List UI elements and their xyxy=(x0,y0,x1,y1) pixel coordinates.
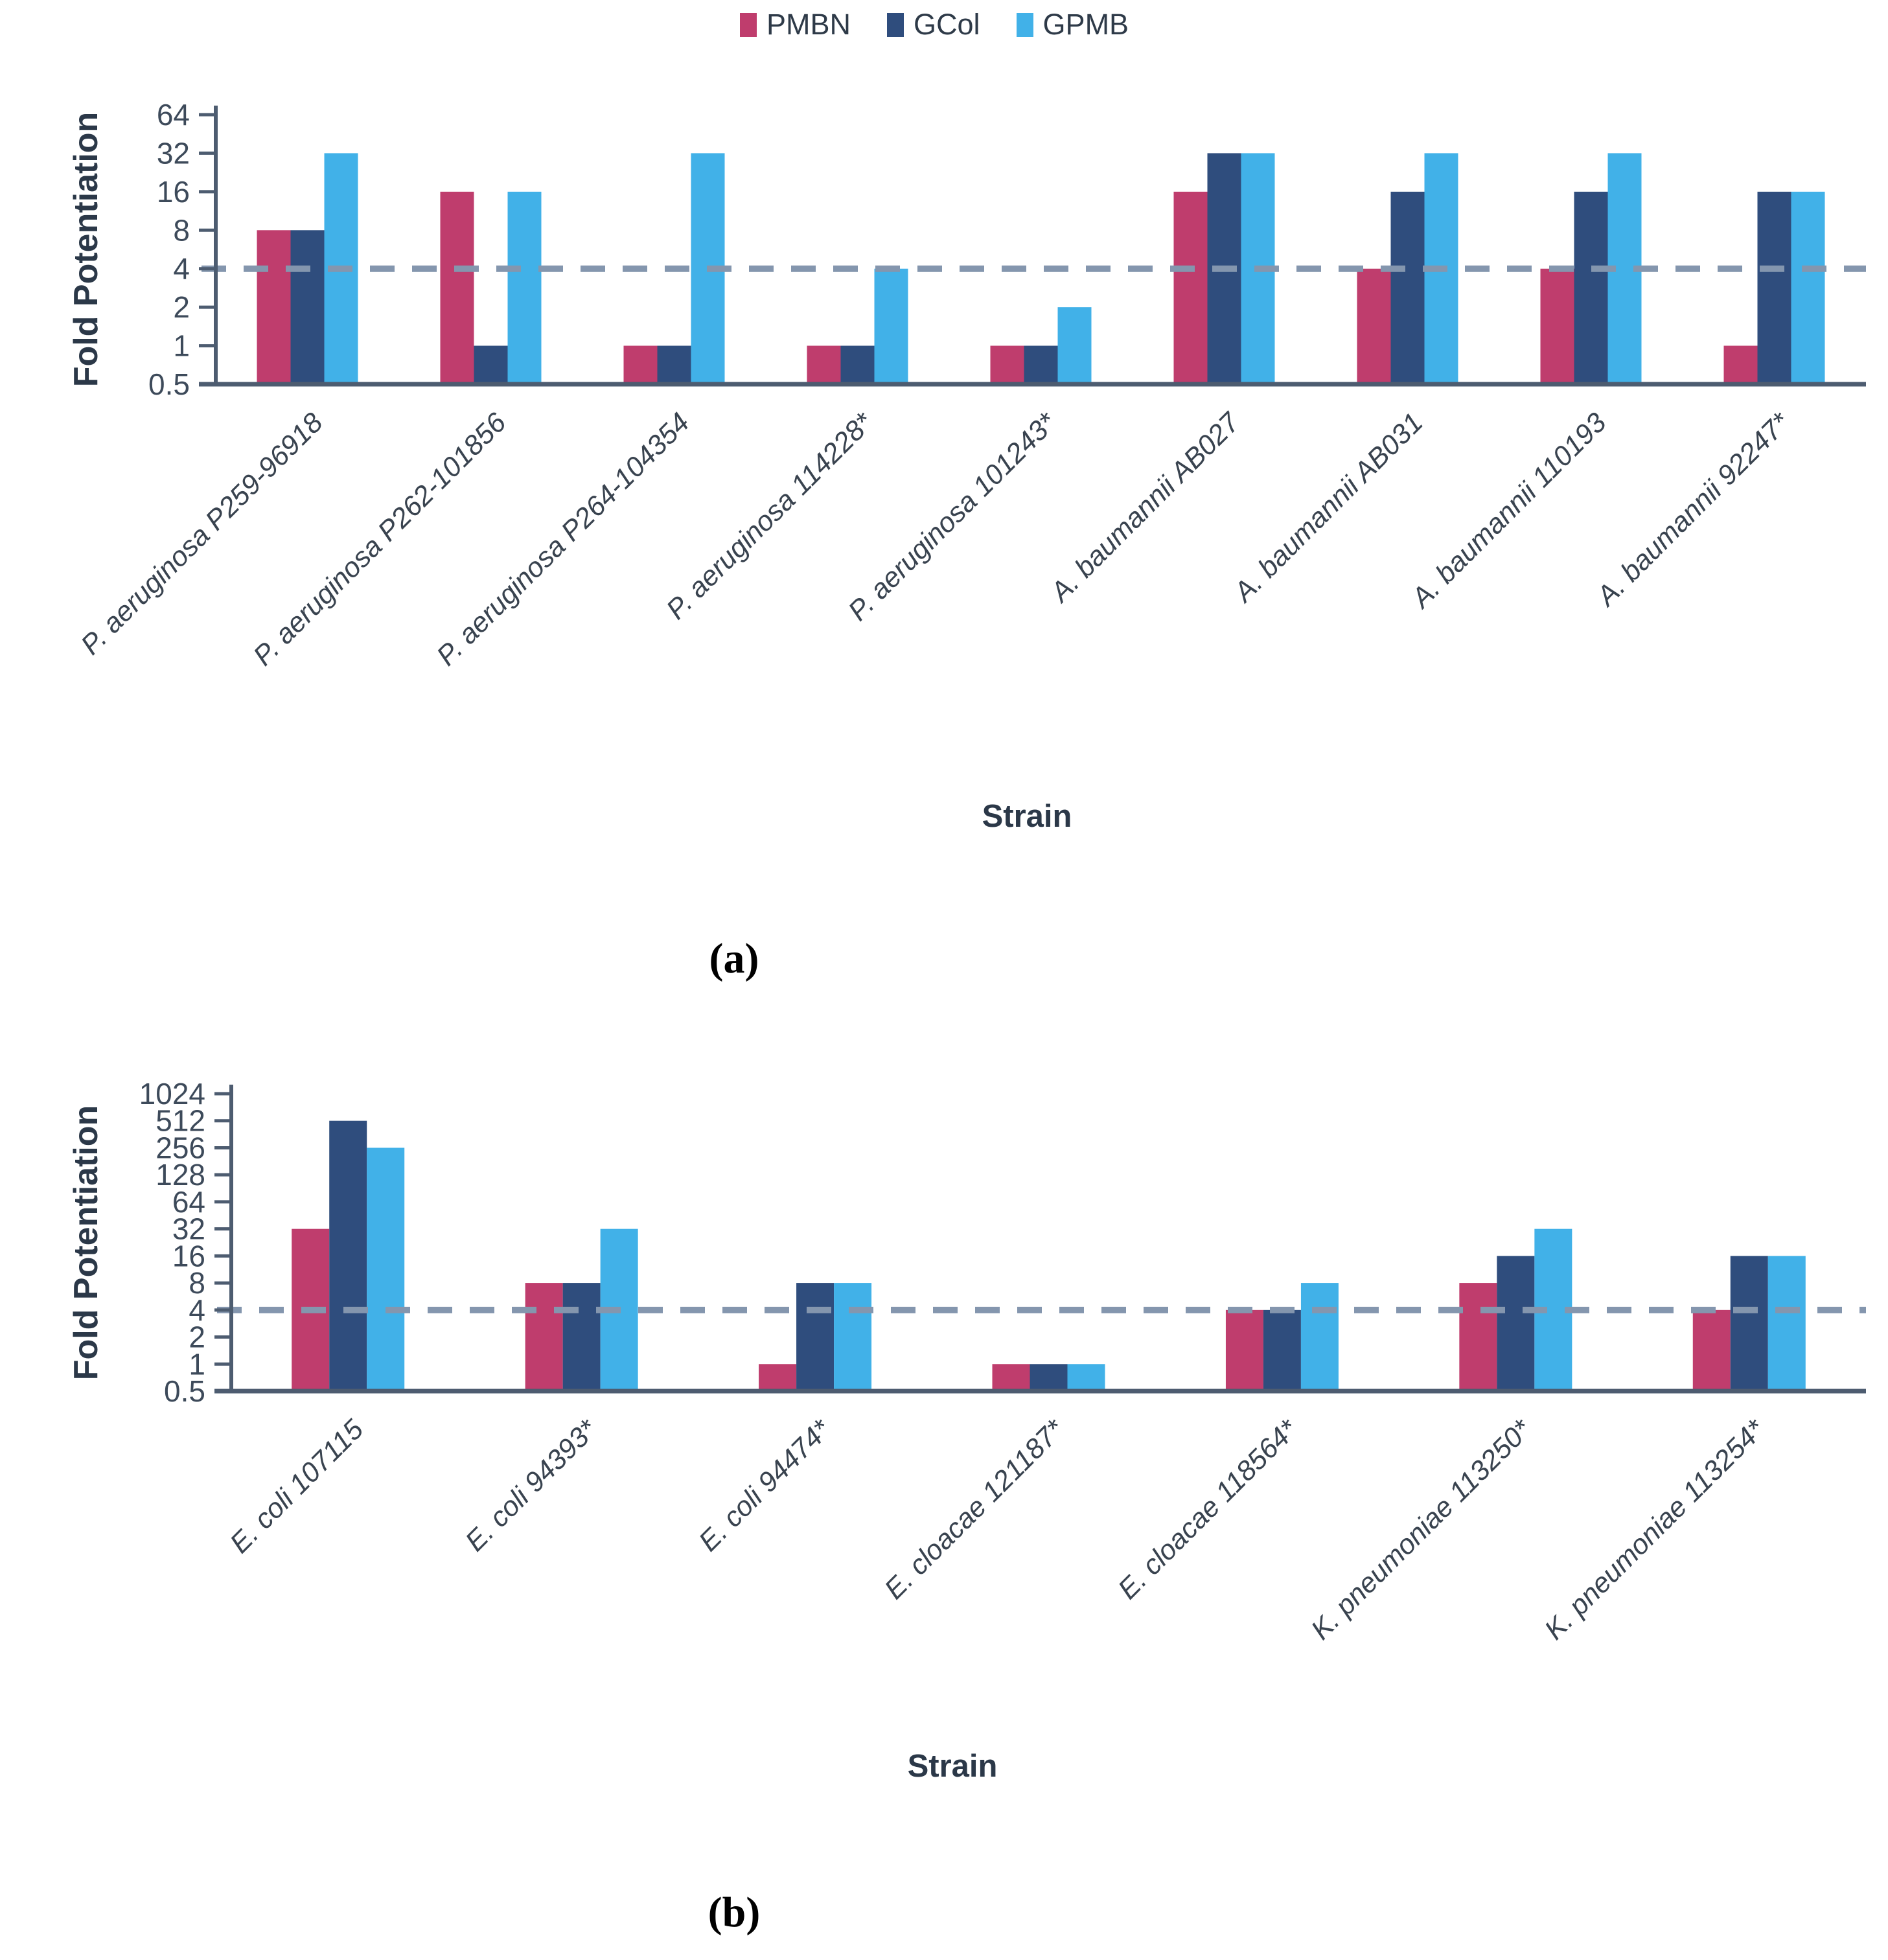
y-tick-label-a: 64 xyxy=(157,98,190,132)
bar-a-gcol-1 xyxy=(474,345,508,384)
category-label-b-2: E. coli 94474* xyxy=(693,1413,837,1557)
category-label-a-6: A. baumannii AB031 xyxy=(1226,407,1429,609)
bar-b-gcol-2 xyxy=(796,1283,835,1391)
legend-label: PMBN xyxy=(766,8,851,41)
category-label-a-8: A. baumannii 92247* xyxy=(1589,406,1796,613)
subfigure-caption-b: (b) xyxy=(708,1889,761,1936)
category-label-a-3: P. aeruginosa 114228* xyxy=(660,406,879,625)
y-tick-label-b: 128 xyxy=(155,1158,205,1192)
bar-a-gcol-0 xyxy=(290,230,325,384)
bar-a-gcol-4 xyxy=(1024,345,1058,384)
legend-item-gpmb: GPMB xyxy=(1016,8,1129,41)
y-tick-label-a: 8 xyxy=(173,213,190,247)
legend-item-gcol: GCol xyxy=(887,8,980,41)
category-label-a-4: P. aeruginosa 101243* xyxy=(842,406,1063,627)
y-tick-label-b: 16 xyxy=(172,1239,205,1273)
y-tick-label-b: 1 xyxy=(189,1347,205,1381)
y-tick-label-a: 1 xyxy=(173,329,190,363)
bar-b-gpmb-3 xyxy=(1067,1364,1105,1391)
bar-b-gpmb-6 xyxy=(1767,1256,1806,1391)
y-tick-label-b: 8 xyxy=(189,1266,205,1300)
bar-b-pmbn-2 xyxy=(759,1364,797,1391)
y-tick-label-b: 4 xyxy=(189,1293,205,1327)
bar-a-pmbn-4 xyxy=(990,345,1024,384)
bar-b-gcol-6 xyxy=(1730,1256,1768,1391)
category-label-a-5: A. baumannii AB027 xyxy=(1043,406,1247,610)
bar-a-pmbn-8 xyxy=(1723,345,1758,384)
bar-a-gcol-3 xyxy=(840,345,875,384)
y-tick-label-a: 4 xyxy=(173,252,190,286)
bar-a-gpmb-8 xyxy=(1791,191,1825,384)
bar-a-pmbn-5 xyxy=(1173,191,1208,384)
y-tick-label-b: 512 xyxy=(155,1104,205,1138)
y-axis-label-a: Fold Potentiation xyxy=(67,111,105,387)
bar-b-gcol-5 xyxy=(1497,1256,1535,1391)
bar-b-pmbn-5 xyxy=(1459,1283,1497,1391)
y-tick-label-a: 0.5 xyxy=(148,367,190,401)
bar-a-pmbn-3 xyxy=(807,345,841,384)
y-tick-label-a: 32 xyxy=(157,136,190,170)
bar-a-pmbn-2 xyxy=(623,345,658,384)
category-label-b-0: E. coli 107115 xyxy=(224,1413,370,1559)
bar-b-pmbn-3 xyxy=(992,1364,1030,1391)
bar-b-gpmb-2 xyxy=(834,1283,872,1391)
bar-a-gcol-2 xyxy=(657,345,691,384)
x-axis-label-a: Strain xyxy=(982,799,1072,834)
bar-a-pmbn-6 xyxy=(1357,268,1391,384)
bar-b-gcol-3 xyxy=(1030,1364,1068,1391)
legend: PMBN GCol GPMB xyxy=(740,8,1129,41)
legend-swatch-gpmb-icon xyxy=(1016,12,1033,37)
bar-b-pmbn-4 xyxy=(1225,1309,1263,1391)
bar-b-gcol-4 xyxy=(1263,1309,1301,1391)
category-label-b-5: K. pneumoniae 113250* xyxy=(1305,1413,1537,1646)
legend-item-pmbn: PMBN xyxy=(740,8,851,41)
bar-a-gcol-7 xyxy=(1574,191,1608,384)
legend-swatch-gcol-icon xyxy=(887,12,904,37)
bar-a-pmbn-7 xyxy=(1540,268,1574,384)
category-label-b-6: K. pneumoniae 113254* xyxy=(1539,1413,1771,1646)
bar-a-gcol-6 xyxy=(1390,191,1425,384)
y-tick-label-b: 32 xyxy=(172,1212,205,1246)
y-axis-label-b: Fold Potentiation xyxy=(67,1105,105,1381)
bar-a-pmbn-0 xyxy=(257,230,291,384)
bar-a-gpmb-4 xyxy=(1057,307,1092,384)
bar-b-gcol-1 xyxy=(562,1283,601,1391)
bar-b-gpmb-0 xyxy=(367,1147,405,1391)
y-tick-label-b: 2 xyxy=(189,1320,205,1354)
bar-a-gpmb-3 xyxy=(874,268,908,384)
category-label-b-1: E. coli 94393* xyxy=(459,1413,603,1557)
bar-b-gcol-0 xyxy=(329,1120,367,1391)
category-label-a-7: A. baumannii 110193 xyxy=(1404,407,1612,615)
legend-label: GCol xyxy=(914,8,980,41)
bar-b-pmbn-6 xyxy=(1692,1309,1731,1391)
bar-a-gpmb-1 xyxy=(507,191,542,384)
bar-b-gpmb-4 xyxy=(1300,1283,1339,1391)
category-label-b-4: E. cloacae 118564* xyxy=(1112,1413,1304,1605)
y-tick-label-a: 2 xyxy=(173,290,190,324)
legend-swatch-pmbn-icon xyxy=(740,12,757,37)
category-label-b-3: E. cloacae 121187* xyxy=(879,1413,1070,1605)
bar-a-pmbn-1 xyxy=(440,191,474,384)
y-tick-label-b: 256 xyxy=(155,1131,205,1164)
y-tick-label-b: 64 xyxy=(172,1185,205,1219)
y-tick-label-b: 1024 xyxy=(139,1077,205,1111)
subfigure-caption-a: (a) xyxy=(709,935,759,982)
y-tick-label-b: 0.5 xyxy=(164,1374,205,1408)
legend-label: GPMB xyxy=(1042,8,1129,41)
bar-a-gcol-8 xyxy=(1757,191,1791,384)
x-axis-label-b: Strain xyxy=(907,1749,998,1784)
y-tick-label-a: 16 xyxy=(157,175,190,209)
bar-b-pmbn-1 xyxy=(525,1283,563,1391)
